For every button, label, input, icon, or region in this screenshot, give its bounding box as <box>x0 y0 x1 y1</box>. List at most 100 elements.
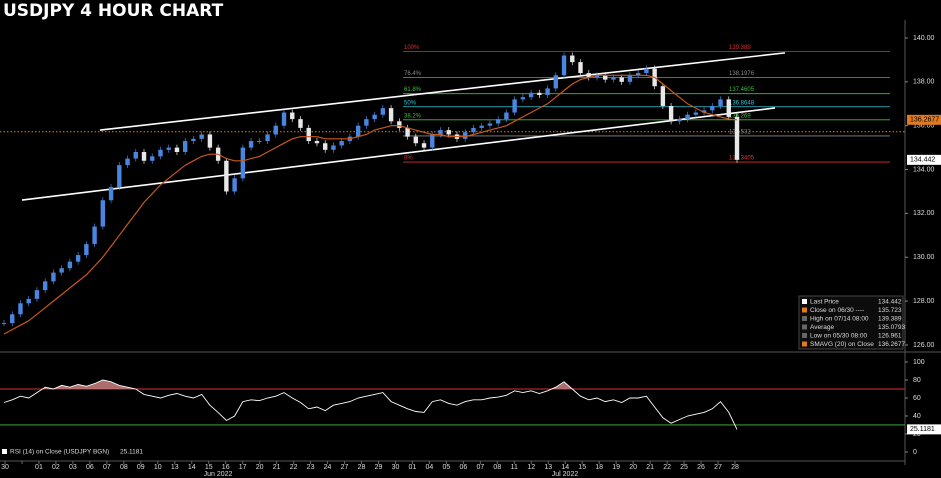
candle <box>611 77 616 80</box>
x-tick-label: 20 <box>629 464 637 471</box>
candle <box>133 152 138 159</box>
candle <box>430 134 435 148</box>
candle <box>34 290 40 299</box>
fib-value: 136.8648 <box>729 100 755 106</box>
x-tick-label: 14 <box>188 464 196 471</box>
x-tick-label: 29 <box>375 464 383 471</box>
trend-line <box>21 107 776 201</box>
x-tick-label: 02 <box>52 464 60 471</box>
y-tick-label: 40 <box>913 413 921 420</box>
x-tick-label: 19 <box>612 464 620 471</box>
candle <box>273 125 278 135</box>
fib-label: 50% <box>404 100 417 106</box>
y-tick-label: 128.00 <box>913 298 935 305</box>
candle <box>619 77 624 82</box>
candle <box>570 55 575 63</box>
x-tick-label: 01 <box>35 464 43 471</box>
candle <box>685 114 690 120</box>
x-tick-label: 27 <box>341 464 349 471</box>
candle <box>75 255 81 262</box>
x-tick-label: 20 <box>256 464 264 471</box>
candle <box>59 268 64 273</box>
x-tick-label: 06 <box>86 464 94 471</box>
legend-swatch <box>802 307 807 313</box>
candle <box>586 73 591 78</box>
legend-value: 136.2677 <box>878 341 905 348</box>
y-tick-label: 0 <box>913 449 917 456</box>
candle <box>314 141 320 144</box>
candle <box>166 147 171 150</box>
x-tick-label: 17 <box>239 464 247 471</box>
candle <box>257 141 262 143</box>
x-tick-label: 09 <box>137 464 145 471</box>
legend-swatch <box>802 299 807 304</box>
candle <box>603 75 608 80</box>
candle <box>281 112 287 126</box>
candle <box>668 105 674 122</box>
legend-value: 25.1181 <box>120 449 143 456</box>
candle <box>117 165 122 188</box>
candle <box>495 119 501 124</box>
legend-swatch <box>802 316 807 321</box>
x-tick-label: 03 <box>69 464 77 471</box>
candle <box>479 125 484 128</box>
candle <box>100 200 106 227</box>
candle <box>26 298 31 304</box>
price-badge <box>907 154 941 165</box>
candle <box>265 134 270 142</box>
y-tick-label: 130.00 <box>913 254 935 261</box>
y-tick-label: 132.00 <box>913 210 935 217</box>
candle <box>248 141 254 148</box>
candle <box>67 261 73 269</box>
x-tick-label: 25 <box>680 464 688 471</box>
y-tick-label: 100 <box>913 359 925 366</box>
x-tick-label: 08 <box>120 464 128 471</box>
x-tick-label: 01 <box>409 464 417 471</box>
candle <box>693 112 699 115</box>
fib-value: 137.4605 <box>729 87 755 93</box>
y-tick-label: 60 <box>913 395 921 402</box>
candle <box>627 75 633 82</box>
candle <box>141 152 147 161</box>
candle <box>1 323 7 325</box>
y-tick-label: 140.00 <box>913 35 935 42</box>
candle <box>331 145 336 150</box>
candle <box>339 141 344 146</box>
price-badge <box>907 114 941 125</box>
candle <box>421 143 427 148</box>
rsi-line <box>3 379 738 430</box>
x-tick-label: 10 <box>154 464 162 471</box>
sma-line <box>3 74 738 335</box>
y-tick-label: 134.00 <box>913 166 935 173</box>
candle <box>635 73 641 76</box>
candle <box>504 112 509 120</box>
y-tick-label: 126.00 <box>913 342 935 349</box>
x-tick-label: 12 <box>527 464 535 471</box>
x-tick-label: 26 <box>697 464 705 471</box>
candle <box>677 119 682 122</box>
x-tick-label: 21 <box>646 464 654 471</box>
x-tick-label: 15 <box>578 464 586 471</box>
price-badge-label: 134.442 <box>910 157 935 164</box>
legend-swatch <box>2 449 7 454</box>
x-tick-label: 08 <box>493 464 501 471</box>
candle <box>364 119 369 126</box>
candle <box>84 244 89 256</box>
candle <box>545 88 550 95</box>
candle <box>644 68 649 74</box>
legend-box <box>798 295 904 350</box>
x-tick-label: 13 <box>171 464 179 471</box>
candle <box>380 108 386 115</box>
candle <box>578 62 583 74</box>
candle <box>92 226 97 245</box>
candle <box>463 132 468 139</box>
candle <box>224 160 229 192</box>
candle <box>191 138 196 142</box>
x-tick-label: 22 <box>290 464 298 471</box>
candle <box>512 99 517 113</box>
candle <box>18 303 23 315</box>
x-tick-label: 13 <box>544 464 552 471</box>
x-tick-label: 23 <box>307 464 315 471</box>
fib-value: 135.532 <box>729 130 751 136</box>
